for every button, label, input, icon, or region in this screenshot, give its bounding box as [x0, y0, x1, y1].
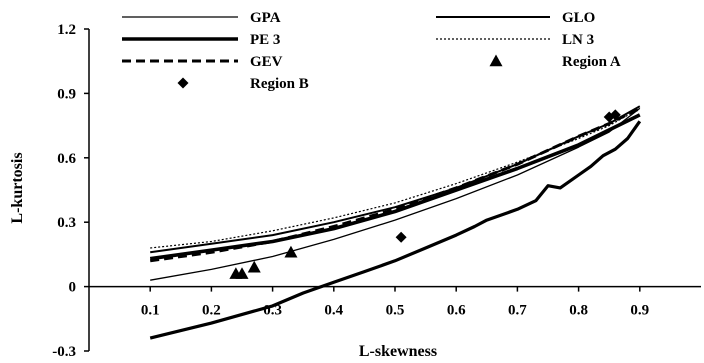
x-tick-label: 0.6	[447, 303, 466, 319]
series-gpa-line	[150, 107, 641, 281]
series-gev-line	[149, 107, 641, 263]
x-tick-label: 0.5	[386, 303, 405, 319]
region-a-point	[284, 245, 298, 258]
points-layer	[229, 109, 621, 279]
axes: 1.20.90.60.30-0.30.1 0.2 0.3 0.4 0.5 0.6 0.7 0.…	[52, 22, 701, 360]
region-b-point	[395, 231, 407, 243]
x-tick-label: 0.2	[202, 303, 221, 319]
legend-label-gev: GEV	[250, 54, 283, 70]
x-tick-label: 0.7	[508, 303, 527, 319]
legend-swatch-region-a	[489, 54, 503, 67]
y-tick-label: 0.6	[57, 151, 76, 167]
legend-swatch-region-b	[177, 77, 189, 89]
legend-label-region-a: Region A	[562, 54, 621, 70]
y-axis-title: L-kurtosis	[9, 152, 26, 223]
x-axis-title: L-skewness	[359, 343, 437, 360]
legend-label-pe-3: PE 3	[250, 32, 280, 48]
series-pe-3-line	[149, 113, 641, 261]
y-tick-label: 0	[69, 280, 77, 296]
legend: GPA GLO PE 3 LN 3 GEV Region A Region B	[122, 10, 621, 92]
y-tick-label: -0.3	[52, 344, 76, 360]
x-tick-label: 0.9	[630, 303, 649, 319]
legend-label-glo: GLO	[562, 10, 595, 26]
region-a-point	[247, 260, 261, 273]
region-a-point	[235, 267, 249, 279]
x-tick-label: 0.1	[141, 303, 160, 319]
y-tick-label: 0.3	[57, 215, 76, 231]
y-tick-label: 1.2	[57, 22, 76, 38]
series-layer	[149, 105, 642, 340]
series-unnamed-line	[149, 120, 642, 340]
y-tick-label: 0.9	[57, 86, 76, 102]
x-tick-label: 0.8	[569, 303, 588, 319]
legend-label-gpa: GPA	[250, 10, 281, 26]
legend-label-region-b: Region B	[250, 76, 309, 92]
legend-label-ln-3: LN 3	[562, 32, 594, 48]
region-b-point	[609, 109, 621, 121]
series-ln-3-line	[150, 107, 641, 249]
x-tick-label: 0.4	[324, 303, 343, 319]
series-glo-line	[150, 105, 641, 254]
